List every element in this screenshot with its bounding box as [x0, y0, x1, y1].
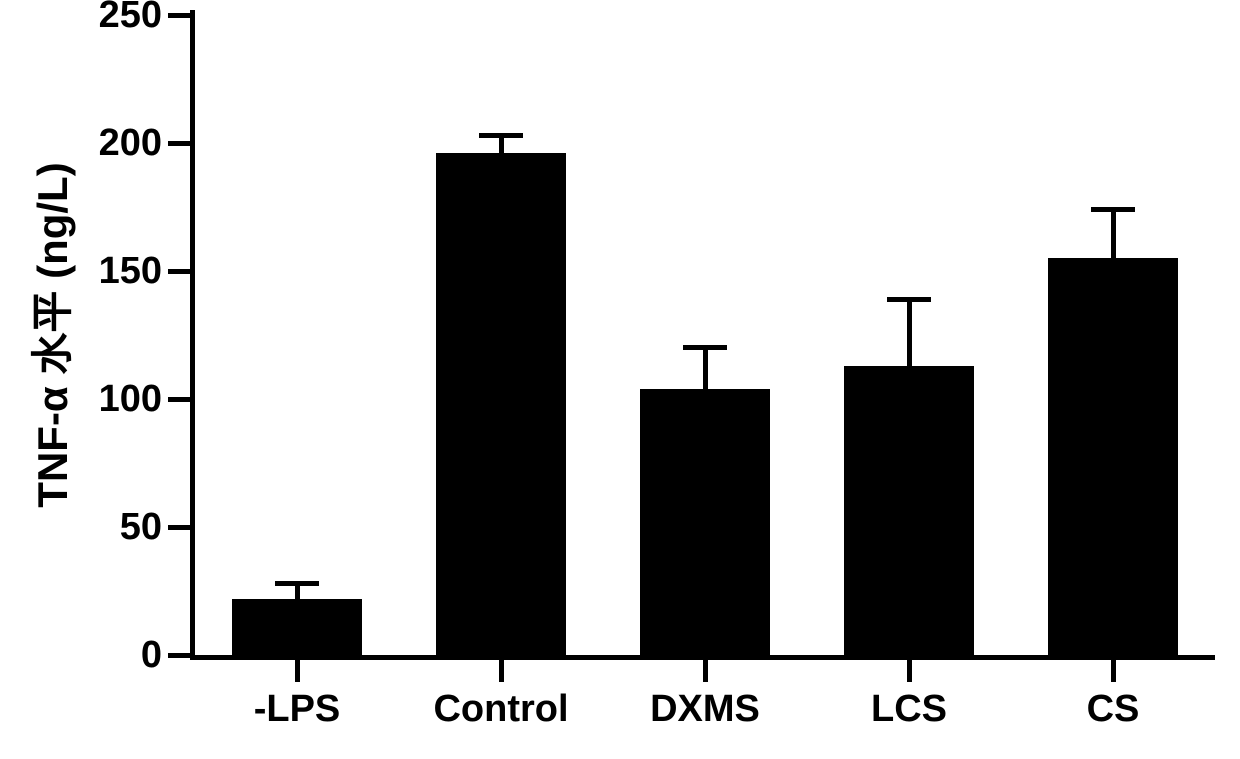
bar-control — [436, 153, 567, 655]
x-tick-label: DXMS — [603, 688, 807, 731]
plot-area: 050100150200250-LPSControlDXMSLCSCS — [195, 15, 1215, 655]
errorbar-cap — [275, 581, 319, 586]
y-tick-label: 100 — [72, 378, 162, 421]
x-tick-label: CS — [1011, 688, 1215, 731]
errorbar-stem — [703, 348, 708, 389]
y-axis-title: TNF-α 水平 (ng/L) — [19, 15, 61, 655]
y-tick — [168, 13, 190, 18]
x-tick-label: Control — [399, 688, 603, 731]
bar-cs — [1048, 258, 1179, 655]
y-tick — [168, 525, 190, 530]
errorbar-cap — [1091, 207, 1135, 212]
errorbar-cap — [479, 133, 523, 138]
errorbar-stem — [499, 135, 504, 153]
bar-dxms — [640, 389, 771, 655]
x-tick — [703, 660, 708, 682]
x-tick — [499, 660, 504, 682]
y-tick — [168, 397, 190, 402]
bar--lps — [232, 599, 363, 655]
y-tick — [168, 269, 190, 274]
y-tick-label: 0 — [72, 634, 162, 677]
x-tick — [295, 660, 300, 682]
y-tick-label: 50 — [72, 506, 162, 549]
errorbar-stem — [1111, 210, 1116, 259]
tnf-alpha-bar-chart: 050100150200250-LPSControlDXMSLCSCS TNF-… — [0, 0, 1240, 759]
bar-lcs — [844, 366, 975, 655]
x-tick — [1111, 660, 1116, 682]
y-tick — [168, 141, 190, 146]
x-tick — [907, 660, 912, 682]
y-tick-label: 200 — [72, 122, 162, 165]
x-tick-label: LCS — [807, 688, 1011, 731]
errorbar-cap — [683, 345, 727, 350]
y-axis-line — [190, 10, 195, 660]
y-tick-label: 250 — [72, 0, 162, 37]
errorbar-cap — [887, 297, 931, 302]
y-tick — [168, 653, 190, 658]
errorbar-stem — [907, 299, 912, 366]
x-tick-label: -LPS — [195, 688, 399, 731]
y-tick-label: 150 — [72, 250, 162, 293]
